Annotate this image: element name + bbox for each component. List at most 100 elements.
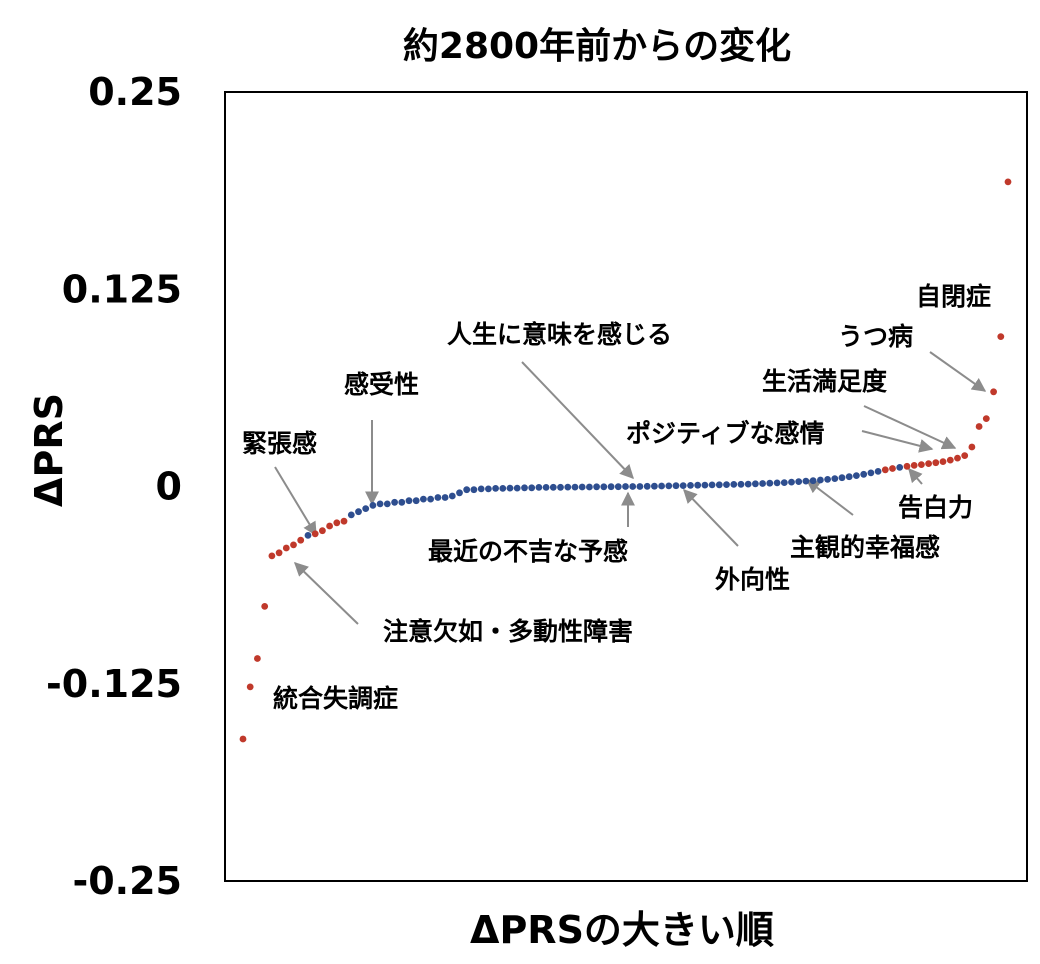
data-point <box>795 478 803 485</box>
data-point <box>586 483 593 491</box>
data-point <box>578 483 586 491</box>
data-point <box>658 482 665 490</box>
data-point <box>261 603 269 610</box>
data-point <box>946 456 954 464</box>
data-point <box>694 481 702 489</box>
annotation-arrows <box>274 351 987 625</box>
data-point <box>643 482 651 490</box>
data-point <box>1004 178 1012 186</box>
data-point <box>383 500 391 508</box>
data-point <box>275 549 283 557</box>
data-point <box>326 522 333 530</box>
data-point <box>319 527 326 535</box>
data-point <box>254 655 261 662</box>
annotation-arrow <box>274 466 317 537</box>
data-point <box>340 517 348 525</box>
data-point <box>672 482 680 490</box>
data-point <box>708 481 716 489</box>
annotation-arrow <box>293 562 359 625</box>
data-point <box>910 462 918 469</box>
data-point <box>845 473 853 481</box>
data-point <box>614 483 622 491</box>
data-points <box>239 178 1012 743</box>
data-point <box>434 494 442 501</box>
data-point <box>405 497 413 505</box>
annotation-label: 生活満足度 <box>762 367 887 396</box>
data-point <box>607 483 615 491</box>
data-point <box>817 476 824 484</box>
data-point <box>867 469 875 477</box>
data-point <box>304 532 312 539</box>
annotation-label: 外向性 <box>715 565 790 594</box>
annotation-arrow <box>929 351 987 392</box>
chart-title: 約2800年前からの変化 <box>403 25 791 67</box>
data-point <box>809 477 817 485</box>
data-point <box>564 483 572 491</box>
data-point <box>665 482 673 490</box>
data-point <box>441 494 449 501</box>
data-point <box>982 415 990 422</box>
data-point <box>528 484 536 492</box>
data-point <box>542 484 550 491</box>
annotation-label: ポジティブな感情 <box>626 419 825 448</box>
annotation-arrow <box>863 405 957 450</box>
data-point <box>477 485 485 493</box>
annotation-label: 感受性 <box>344 370 419 399</box>
data-point <box>311 530 319 538</box>
data-point <box>715 481 723 489</box>
annotation-label: 注意欠如・多動性障害 <box>383 617 633 646</box>
annotation-arrow <box>521 361 634 480</box>
data-point <box>896 464 904 471</box>
data-point <box>513 484 521 492</box>
data-point <box>629 483 637 490</box>
annotation-arrow <box>805 479 854 516</box>
data-point <box>347 511 355 519</box>
data-point <box>246 683 254 691</box>
annotation-label: 人生に意味を感じる <box>447 320 672 349</box>
data-point <box>780 479 788 486</box>
data-point <box>427 495 434 503</box>
annotation-arrow <box>908 467 923 485</box>
data-point <box>456 489 463 497</box>
y-tick-label: 0.25 <box>88 70 182 114</box>
data-point <box>268 552 276 560</box>
data-point <box>788 478 795 486</box>
data-point <box>282 544 290 552</box>
data-point <box>412 497 420 505</box>
data-point <box>918 461 925 468</box>
x-axis-label: ΔPRSの大きい順 <box>470 908 774 952</box>
annotation-label: 緊張感 <box>242 429 317 458</box>
annotation-arrow <box>861 430 934 453</box>
data-point <box>398 498 406 506</box>
data-point <box>485 485 492 493</box>
data-point <box>759 480 766 487</box>
data-point <box>881 466 889 474</box>
data-point <box>362 505 370 512</box>
y-tick-label: 0 <box>156 465 182 509</box>
y-axis-ticks: 0.25 0.125 0 -0.125 -0.25 <box>46 70 182 903</box>
data-point <box>932 459 940 467</box>
data-point <box>463 486 471 494</box>
data-point <box>766 479 774 487</box>
data-point <box>701 481 709 489</box>
data-point <box>752 480 759 488</box>
data-point <box>975 423 983 430</box>
data-point <box>600 483 608 491</box>
data-point <box>954 454 961 462</box>
data-point <box>824 476 831 483</box>
plot-area-frame <box>224 91 1028 882</box>
data-point <box>802 477 810 485</box>
data-point <box>737 480 745 488</box>
data-point <box>492 485 499 492</box>
annotation-label: 最近の不吉な予感 <box>428 537 628 566</box>
y-tick-label: -0.125 <box>46 662 182 706</box>
data-point <box>290 541 297 549</box>
data-point <box>549 483 557 491</box>
data-point <box>853 472 860 479</box>
data-point <box>636 483 644 490</box>
data-point <box>376 500 384 508</box>
data-point <box>571 483 579 491</box>
data-point <box>723 481 730 488</box>
